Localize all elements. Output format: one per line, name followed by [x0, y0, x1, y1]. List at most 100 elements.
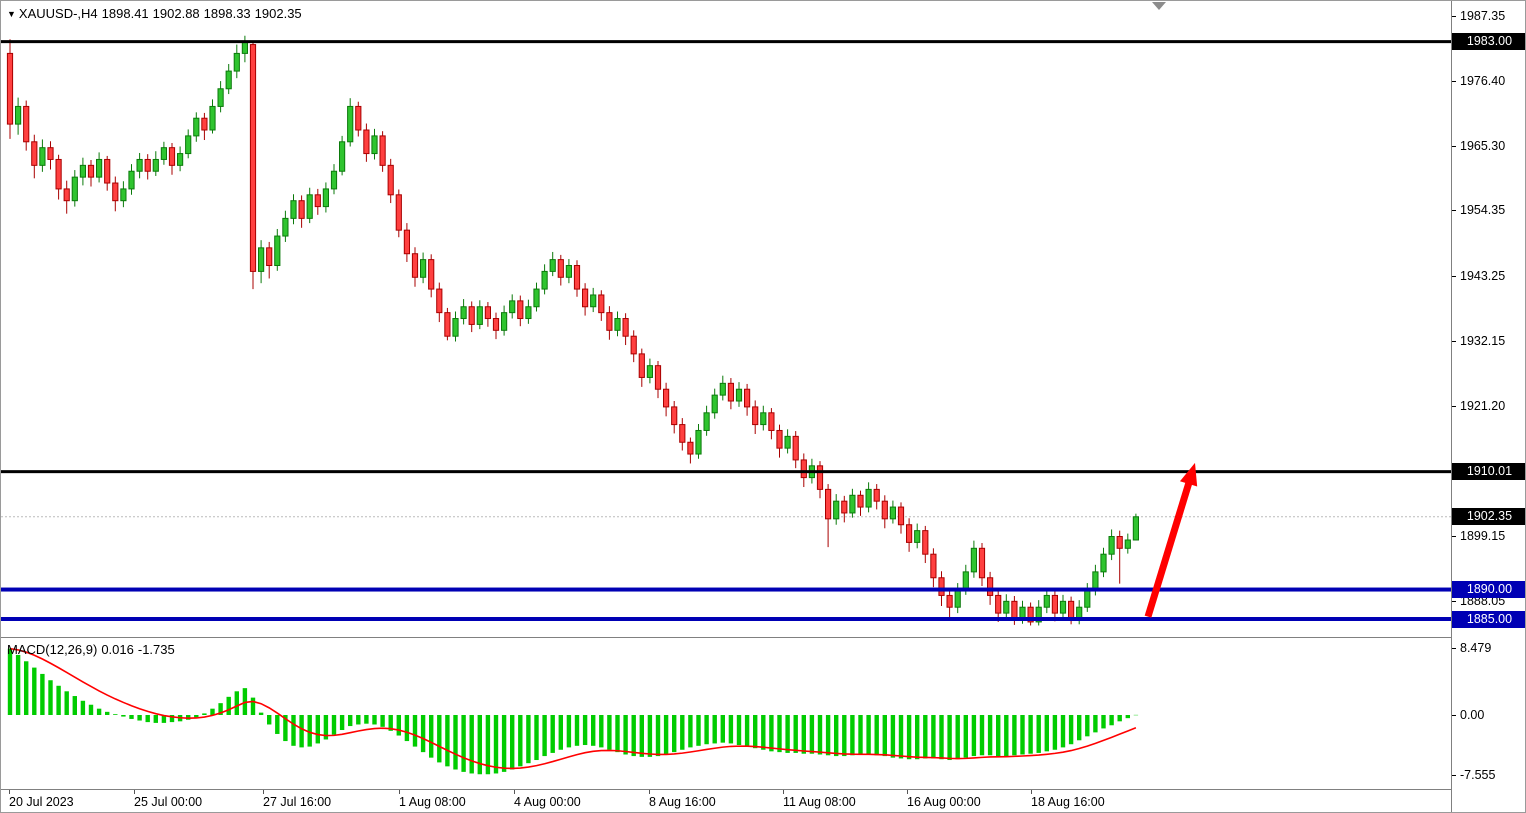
- candle-body: [671, 406, 678, 426]
- candle-body: [225, 70, 232, 90]
- candle-body: [922, 530, 929, 555]
- price-tick-label: 1976.40: [1460, 73, 1506, 88]
- macd-bar: [194, 715, 199, 718]
- horizontal-line-object[interactable]: [1, 470, 1451, 474]
- macd-bar: [453, 715, 458, 770]
- horizontal-line-object[interactable]: [1, 40, 1451, 44]
- candle-body: [978, 547, 986, 579]
- macd-bar: [202, 713, 207, 715]
- candle-body: [1116, 536, 1123, 549]
- candle-body: [841, 500, 848, 514]
- price-badge: 1885.00: [1452, 610, 1525, 628]
- horizontal-line-object[interactable]: [1, 587, 1451, 592]
- macd-bar: [906, 715, 912, 760]
- candle-body: [144, 158, 151, 172]
- macd-bar: [299, 715, 304, 748]
- macd-bar: [1077, 715, 1082, 741]
- candle-body: [825, 488, 832, 520]
- price-tick-mark: [1452, 16, 1456, 17]
- time-tick-mark: [134, 790, 135, 794]
- macd-bar: [396, 715, 401, 736]
- macd-bar: [696, 715, 701, 746]
- candle-body: [452, 318, 459, 337]
- candle-body: [695, 429, 702, 455]
- macd-bar: [315, 715, 320, 744]
- arrow-head-icon[interactable]: [1179, 462, 1198, 487]
- candle-body: [654, 365, 662, 390]
- candle-body: [970, 547, 977, 573]
- candle-body: [590, 294, 597, 308]
- ohlc-high: 1902.88: [152, 6, 200, 21]
- arrow-shaft[interactable]: [1144, 475, 1195, 618]
- candle-body: [906, 524, 913, 543]
- macd-bar: [987, 715, 993, 756]
- macd-bar: [866, 715, 871, 755]
- macd-bar: [161, 715, 167, 723]
- candle-body: [719, 382, 726, 396]
- candle-body: [23, 105, 30, 143]
- time-axis-label: 16 Aug 00:00: [907, 795, 981, 809]
- price-axis[interactable]: 1987.35 1976.40 1965.30 1954.35 1943.25 1932.…: [1451, 1, 1525, 812]
- macd-bar: [437, 715, 442, 763]
- price-pane[interactable]: [1, 1, 1451, 638]
- macd-bar: [40, 673, 45, 715]
- candle-body: [630, 335, 637, 355]
- macd-bar: [712, 715, 717, 744]
- price-tick-mark: [1452, 341, 1456, 343]
- time-axis[interactable]: 20 Jul 2023 25 Jul 00:00 27 Jul 16:00 1 Aug…: [1, 789, 1451, 812]
- horizontal-line-object[interactable]: [1, 617, 1451, 621]
- macd-bar: [121, 715, 126, 717]
- candle-body: [249, 44, 257, 272]
- time-axis-label: 4 Aug 00:00: [514, 795, 581, 809]
- candle-body: [47, 147, 54, 160]
- candle-body: [31, 141, 38, 166]
- macd-bar: [404, 715, 410, 742]
- macd-bar: [1060, 715, 1066, 748]
- macd-pane[interactable]: [1, 638, 1451, 789]
- price-badge: 1983.00: [1452, 33, 1525, 51]
- macd-bar: [647, 715, 653, 757]
- candle-body: [776, 429, 783, 449]
- macd-bar: [631, 715, 636, 757]
- candle-body: [598, 294, 605, 314]
- macd-bar: [234, 691, 239, 715]
- candle-body: [930, 553, 937, 579]
- candle-body: [209, 105, 216, 131]
- candle-body: [15, 105, 22, 125]
- macd-bar: [534, 715, 539, 761]
- macd-bar: [1109, 715, 1114, 726]
- macd-bar: [680, 715, 685, 750]
- price-tick-label: 1921.20: [1460, 398, 1506, 413]
- time-tick-mark: [649, 790, 650, 794]
- candle-body: [606, 312, 613, 331]
- candle-body: [865, 488, 872, 508]
- candle-body: [614, 318, 621, 331]
- candle-body: [193, 117, 200, 137]
- macd-bar: [615, 715, 620, 753]
- candle-body: [1059, 600, 1067, 614]
- candle-body: [363, 129, 370, 155]
- candle-body: [897, 506, 905, 526]
- symbol-dropdown-icon[interactable]: ▼: [7, 9, 16, 19]
- pane-separator[interactable]: [1, 637, 1451, 638]
- price-tick-label: 1899.15: [1460, 528, 1506, 543]
- price-tick-mark: [1452, 275, 1456, 277]
- candle-body: [395, 194, 402, 231]
- macd-tick-mark: [1452, 774, 1456, 776]
- macd-bar: [566, 715, 572, 748]
- macd-bar: [825, 715, 831, 756]
- macd-bar: [574, 715, 580, 746]
- candle-body: [71, 176, 78, 202]
- macd-bar: [898, 715, 904, 759]
- symbol-ohlc-info: ▼ XAUUSD-,H4 1898.41 1902.88 1898.33 1902.35: [7, 6, 306, 21]
- macd-bar: [412, 715, 418, 747]
- candle-body: [800, 459, 807, 479]
- macd-bar: [720, 715, 725, 743]
- candle-body: [1092, 571, 1099, 591]
- candle-body: [347, 105, 354, 143]
- candle-body: [873, 488, 880, 502]
- candle-body: [1027, 606, 1034, 623]
- series-end-marker-icon[interactable]: [1152, 2, 1166, 10]
- candle-body: [339, 141, 346, 172]
